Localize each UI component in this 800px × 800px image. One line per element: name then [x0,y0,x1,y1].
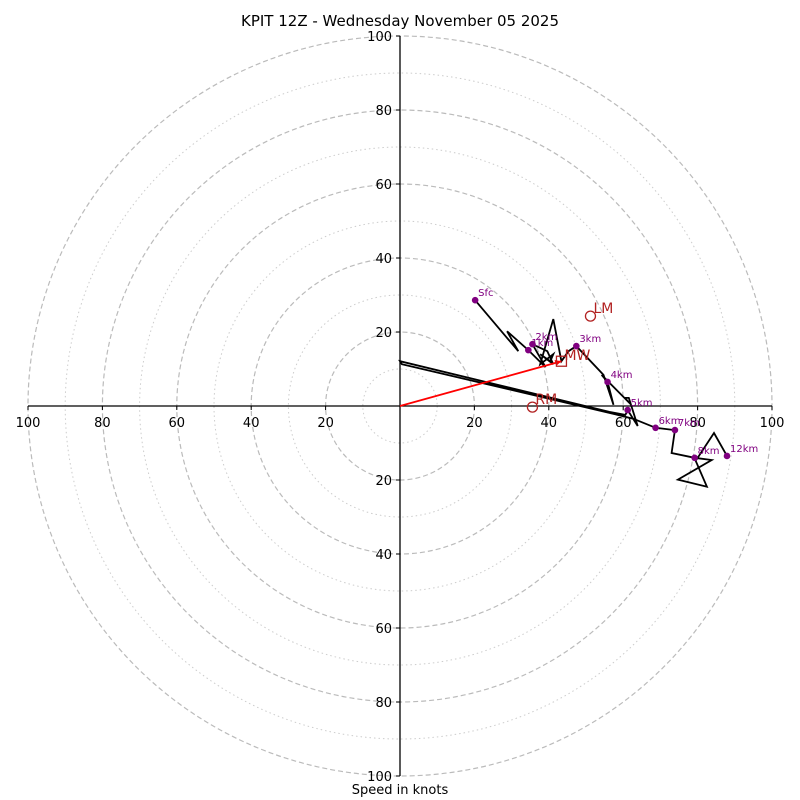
x-tick-label: 80 [689,416,706,431]
y-tick-label: 80 [375,696,392,711]
lm-label: LM [593,301,613,317]
height-label-7km: 7km [678,418,700,429]
mw-label: MW [564,348,590,364]
height-marker-2km [529,340,536,348]
x-tick-label: 100 [760,416,785,431]
x-tick-label: 60 [169,416,186,431]
y-tick-label: 80 [375,104,392,119]
height-marker-sfc [471,296,479,304]
height-marker-6km [652,424,659,432]
x-tick-label: 80 [94,416,111,431]
height-label-5km: 5km [631,398,653,409]
height-label-1km: 1km [531,338,553,349]
y-tick-label: 60 [375,622,392,637]
x-tick-label: 100 [16,416,41,431]
x-tick-label: 40 [243,416,260,431]
x-tick-label: 20 [466,416,483,431]
mw-marker [555,355,568,367]
hodograph-line [398,299,728,489]
height-label-6km: 6km [659,416,681,427]
y-tick-label: 100 [367,30,392,45]
x-axis-label: Speed in knots [351,783,449,798]
height-label-3km: 3km [579,334,601,345]
x-tick-label: 60 [615,416,632,431]
height-label-12km: 12km [730,444,758,455]
height-marker-5km [624,406,631,414]
y-tick-label: 60 [375,178,392,193]
height-marker-3km [573,342,580,350]
height-marker-12km [723,452,731,460]
y-tick-label: 40 [375,252,392,267]
height-marker-1km [525,346,532,354]
lm-marker [584,310,597,322]
storm-motion-group: MW LM RM [399,301,613,413]
y-tick-label: 40 [375,548,392,563]
height-label-2km: 2km [535,332,557,343]
x-tick-label: 20 [317,416,334,431]
hodograph-line-group [398,299,728,489]
axis-ticks: 100 80 60 40 20 20 40 60 80 100 100 80 60 40 20 20 40 60 8… [16,30,785,785]
height-marker-7km [671,426,679,434]
height-label-4km: 4km [611,370,633,381]
y-tick-label: 100 [367,770,392,785]
height-label-sfc: Sfc [478,288,493,299]
y-tick-label: 20 [375,326,392,341]
rm-label: RM [535,392,557,408]
height-label-8km: 8km [698,446,720,457]
mean-wind-vector [399,360,562,407]
x-tick-label: 40 [541,416,558,431]
height-marker-4km [604,378,611,386]
y-tick-label: 20 [375,474,392,489]
chart-title: KPIT 12Z - Wednesday November 05 2025 [241,12,559,30]
height-marker-8km [691,454,698,462]
rm-marker [526,401,539,413]
